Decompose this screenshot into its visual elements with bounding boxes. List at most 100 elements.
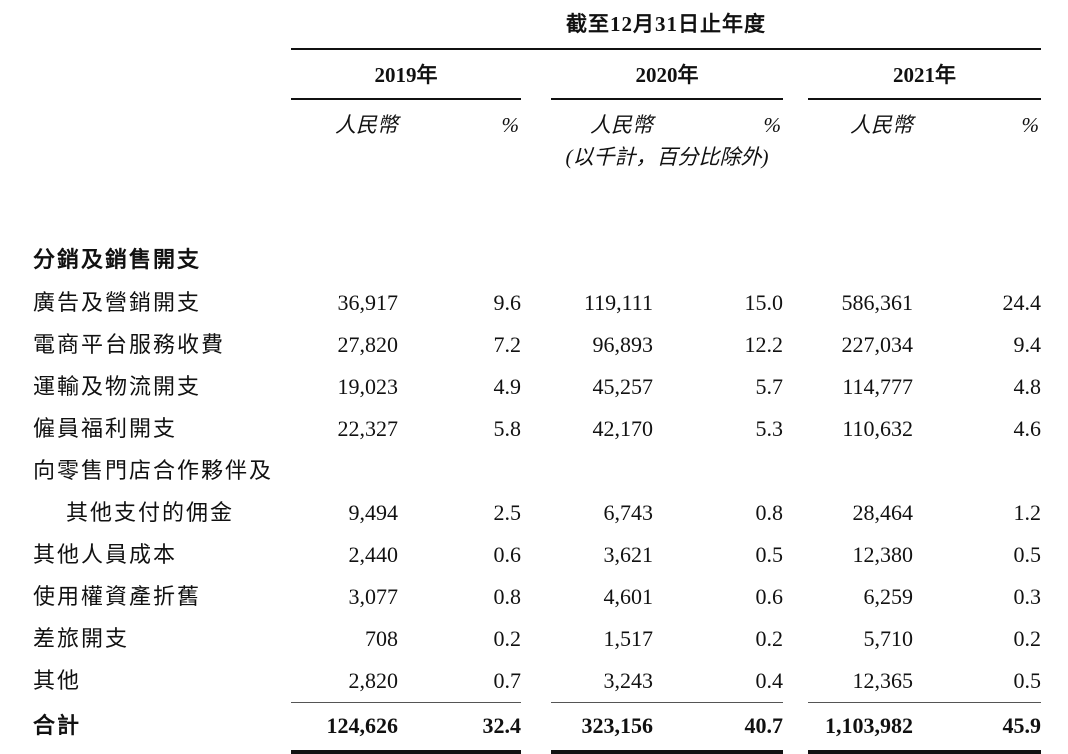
year-header-row: 2019年 2020年 2021年 xyxy=(33,49,1041,101)
spacer xyxy=(808,138,913,186)
spacer xyxy=(33,186,1041,238)
empty-cell xyxy=(33,8,291,49)
total-rmb-2020: 323,156 xyxy=(551,702,653,750)
row-label: 其他 xyxy=(33,668,82,694)
row-label: 運輸及物流開支 xyxy=(33,374,202,399)
year-header-2021: 2021年 xyxy=(808,49,1041,101)
spacer xyxy=(783,618,808,660)
cell-rmb-2019: 708 xyxy=(365,626,398,651)
cell-pct-2021: 24.4 xyxy=(1002,290,1042,315)
double-rule xyxy=(913,749,1041,754)
cell-pct-2020: 5.7 xyxy=(755,374,784,399)
cell-rmb-2021: 6,259 xyxy=(863,584,914,609)
row-label: 使用權資產折舊 xyxy=(33,584,202,609)
spacer xyxy=(291,138,398,186)
cell-pct-2021: 4.6 xyxy=(1013,416,1042,441)
spacer xyxy=(521,749,551,754)
cell-rmb-2021: 586,361 xyxy=(841,290,914,315)
spacer xyxy=(521,138,551,186)
cell-rmb-2019: 19,023 xyxy=(337,374,399,399)
double-rule xyxy=(291,749,398,754)
cell-pct-2019: 0.6 xyxy=(493,542,522,567)
unit-note-row: (以千計，百分比除外) xyxy=(33,138,1041,186)
year-header-2019: 2019年 xyxy=(291,49,521,101)
year-header-2020: 2020年 xyxy=(551,49,783,101)
double-rule xyxy=(551,749,653,754)
cell-rmb-2021: 110,632 xyxy=(842,416,913,441)
cell-rmb-2021: 28,464 xyxy=(852,500,914,525)
col-header-rmb: 人民幣 xyxy=(335,112,398,137)
spacer xyxy=(783,660,808,703)
row-label: 向零售門店合作夥伴及 xyxy=(33,458,274,483)
table-row: 使用權資產折舊 3,077 0.8 4,601 0.6 6,259 0.3 xyxy=(33,576,1041,618)
table-row: 其他人員成本 2,440 0.6 3,621 0.5 12,380 0.5 xyxy=(33,534,1041,576)
spacer xyxy=(783,282,808,324)
cell-pct-2019: 0.8 xyxy=(493,584,522,609)
empty-cell xyxy=(33,99,291,138)
row-label: 僱員福利開支 xyxy=(33,416,178,441)
cell-pct-2021: 9.4 xyxy=(1013,332,1042,357)
spacer xyxy=(783,534,808,576)
col-header-rmb: 人民幣 xyxy=(850,112,913,137)
cell-pct-2019: 2.5 xyxy=(493,500,522,525)
cell-rmb-2020: 4,601 xyxy=(603,584,654,609)
col-header-rmb: 人民幣 xyxy=(590,112,653,137)
cell-rmb-2021: 114,777 xyxy=(842,374,913,399)
gap-row xyxy=(33,186,1041,238)
total-row: 合計 124,626 32.4 323,156 40.7 1,103,982 4… xyxy=(33,702,1041,750)
row-label: 廣告及營銷開支 xyxy=(33,290,202,315)
spacer xyxy=(521,366,551,408)
cell-rmb-2019: 3,077 xyxy=(348,584,399,609)
cell-rmb-2021: 227,034 xyxy=(841,332,914,357)
section-header: 分銷及銷售開支 xyxy=(33,247,202,272)
cell-pct-2020: 12.2 xyxy=(744,332,784,357)
empty-cell xyxy=(33,749,291,754)
table-row: 電商平台服務收費 27,820 7.2 96,893 12.2 227,034 … xyxy=(33,324,1041,366)
spacer xyxy=(783,138,808,186)
total-pct-2020: 40.7 xyxy=(653,702,783,750)
cell-pct-2021: 1.2 xyxy=(1013,500,1042,525)
double-rule-row xyxy=(33,749,1041,754)
col-header-pct: % xyxy=(501,112,520,137)
cell-rmb-2021: 5,710 xyxy=(863,626,914,651)
cell-rmb-2020: 6,743 xyxy=(603,500,654,525)
subheader-row: 人民幣 % 人民幣 % 人民幣 % xyxy=(33,99,1041,138)
cell-rmb-2021: 12,380 xyxy=(852,542,914,567)
period-header-row: 截至12月31日止年度 xyxy=(33,8,1041,50)
period-header: 截至12月31日止年度 xyxy=(291,8,1041,50)
table-row: 廣告及營銷開支 36,917 9.6 119,111 15.0 586,361 … xyxy=(33,282,1041,324)
section-header-row: 分銷及銷售開支 xyxy=(33,238,1041,282)
spacer xyxy=(913,138,1041,186)
total-pct-2021: 45.9 xyxy=(913,702,1041,750)
total-rmb-2019: 124,626 xyxy=(291,702,398,750)
empty-cell xyxy=(33,138,291,186)
table-row: 差旅開支 708 0.2 1,517 0.2 5,710 0.2 xyxy=(33,618,1041,660)
cell-pct-2021: 0.3 xyxy=(1013,584,1042,609)
cell-rmb-2019: 27,820 xyxy=(337,332,399,357)
cell-pct-2020: 0.2 xyxy=(755,626,784,651)
row-label: 其他人員成本 xyxy=(33,542,178,567)
cell-rmb-2020: 1,517 xyxy=(603,626,654,651)
cell-rmb-2019: 2,820 xyxy=(348,668,399,693)
cell-rmb-2019: 2,440 xyxy=(348,542,399,567)
spacer xyxy=(521,618,551,660)
col-header-pct: % xyxy=(1021,112,1040,137)
spacer xyxy=(783,99,808,138)
double-rule xyxy=(808,749,913,754)
spacer xyxy=(783,576,808,618)
table-row: 僱員福利開支 22,327 5.8 42,170 5.3 110,632 4.6 xyxy=(33,408,1041,450)
empty-cell xyxy=(33,49,291,99)
cell-pct-2019: 0.7 xyxy=(493,668,522,693)
expenses-table: 截至12月31日止年度 2019年 2020年 2021年 人民幣 % 人民幣 … xyxy=(33,8,1041,754)
cell-pct-2019: 0.2 xyxy=(493,626,522,651)
spacer xyxy=(521,408,551,450)
cell-rmb-2020: 45,257 xyxy=(592,374,654,399)
spacer xyxy=(521,703,551,750)
unit-note: (以千計，百分比除外) xyxy=(565,145,769,170)
spacer xyxy=(783,408,808,450)
spacer xyxy=(521,282,551,324)
cell-rmb-2021: 12,365 xyxy=(852,668,914,693)
cell-pct-2020: 0.4 xyxy=(755,668,784,693)
col-header-pct: % xyxy=(763,112,782,137)
cell-pct-2021: 4.8 xyxy=(1013,374,1042,399)
